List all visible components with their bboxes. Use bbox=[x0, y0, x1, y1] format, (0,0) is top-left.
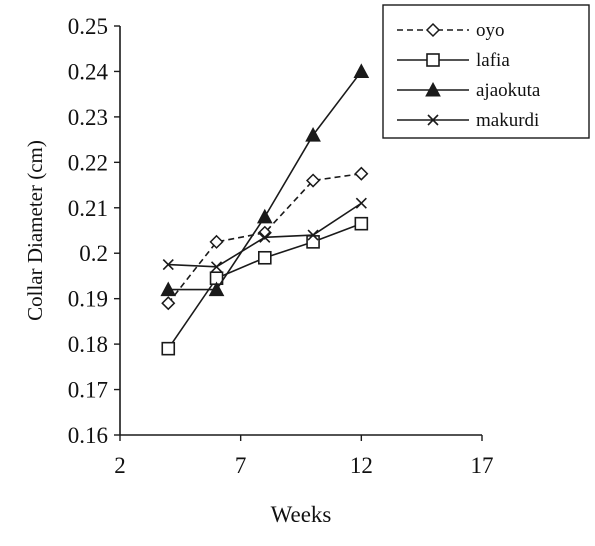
x-marker-stroke bbox=[162, 259, 174, 271]
data-point-ajaokuta bbox=[353, 63, 370, 78]
data-point-lafia bbox=[257, 250, 272, 265]
series-line-lafia bbox=[167, 222, 362, 350]
data-point-lafia bbox=[306, 235, 320, 249]
x-marker-stroke bbox=[259, 231, 271, 243]
data-point-makurdi bbox=[259, 231, 271, 243]
square-marker bbox=[354, 216, 369, 231]
x-marker-stroke bbox=[210, 261, 223, 273]
data-point-oyo bbox=[257, 225, 272, 240]
triangle-marker bbox=[160, 281, 177, 297]
data-point-oyo bbox=[209, 234, 224, 249]
x-axis: 2 7 12 17 bbox=[114, 434, 494, 478]
legend-marker bbox=[425, 22, 441, 38]
data-point-ajaokuta bbox=[256, 208, 273, 224]
y-tick-label: 0.22 bbox=[68, 150, 108, 175]
y-tick-label: 0.23 bbox=[68, 105, 108, 130]
legend-item-lafia: lafia bbox=[397, 50, 510, 71]
x-tick-label: 2 bbox=[114, 453, 126, 478]
series-oyo bbox=[161, 166, 369, 311]
x-tick-label: 12 bbox=[350, 453, 373, 478]
y-tick-label: 0.24 bbox=[68, 59, 109, 84]
legend-marker bbox=[426, 53, 440, 67]
data-point-oyo bbox=[161, 296, 176, 311]
triangle-marker bbox=[353, 63, 370, 78]
x-marker-stroke bbox=[355, 197, 367, 209]
triangle-marker bbox=[305, 127, 321, 142]
square-marker bbox=[306, 235, 320, 249]
diamond-marker bbox=[425, 22, 441, 38]
x-tick-label: 7 bbox=[235, 453, 247, 478]
x-tick-label: 17 bbox=[471, 453, 494, 478]
legend-marker bbox=[427, 114, 439, 126]
legend: oyo lafia ajaokuta makurdi bbox=[382, 4, 590, 139]
y-tick-label: 0.17 bbox=[68, 378, 108, 403]
y-tick-label: 0.21 bbox=[68, 196, 108, 221]
legend-label: lafia bbox=[476, 50, 510, 71]
x-axis-label: Weeks bbox=[271, 502, 332, 527]
y-tick-label: 0.19 bbox=[68, 287, 108, 312]
data-point-ajaokuta bbox=[160, 281, 177, 297]
series-line-oyo bbox=[167, 172, 362, 304]
series-layer bbox=[160, 63, 370, 356]
series-makurdi bbox=[162, 197, 367, 273]
data-point-ajaokuta bbox=[305, 127, 321, 142]
triangle-marker bbox=[256, 208, 273, 224]
square-marker bbox=[161, 341, 176, 356]
legend-item-oyo: oyo bbox=[397, 20, 505, 41]
data-point-oyo bbox=[306, 173, 321, 188]
y-tick-label: 0.18 bbox=[68, 332, 108, 357]
x-marker-stroke bbox=[307, 229, 319, 241]
legend-item-makurdi: makurdi bbox=[397, 110, 539, 131]
data-point-makurdi bbox=[307, 229, 319, 241]
y-axis: 0.16 0.17 0.18 0.19 0.2 0.21 0.22 0.23 0.24 0.25 bbox=[68, 14, 121, 448]
square-marker bbox=[257, 250, 272, 265]
diamond-marker bbox=[354, 166, 369, 181]
diamond-marker bbox=[161, 296, 176, 311]
legend-label: ajaokuta bbox=[476, 80, 541, 101]
legend-label: oyo bbox=[476, 20, 505, 41]
data-point-makurdi bbox=[355, 197, 367, 209]
data-point-ajaokuta bbox=[208, 281, 225, 297]
x-marker-stroke bbox=[427, 114, 439, 126]
triangle-marker bbox=[425, 81, 441, 97]
triangle-marker bbox=[208, 281, 225, 297]
data-point-lafia bbox=[161, 341, 176, 356]
data-point-lafia bbox=[354, 216, 369, 231]
diamond-marker bbox=[209, 234, 224, 249]
data-point-oyo bbox=[354, 166, 369, 181]
diamond-marker bbox=[306, 173, 321, 188]
y-axis-label: Collar Diameter (cm) bbox=[23, 140, 47, 321]
data-point-makurdi bbox=[162, 259, 174, 271]
legend-label: makurdi bbox=[476, 110, 539, 131]
y-tick-label: 0.16 bbox=[68, 423, 108, 448]
diamond-marker bbox=[257, 225, 272, 240]
y-tick-label: 0.2 bbox=[79, 241, 108, 266]
series-ajaokuta bbox=[160, 63, 370, 297]
square-marker bbox=[426, 53, 440, 67]
legend-box bbox=[382, 4, 590, 139]
y-tick-label: 0.25 bbox=[68, 14, 108, 39]
legend-marker bbox=[425, 81, 441, 97]
legend-item-ajaokuta: ajaokuta bbox=[397, 80, 541, 101]
data-point-makurdi bbox=[210, 261, 223, 273]
